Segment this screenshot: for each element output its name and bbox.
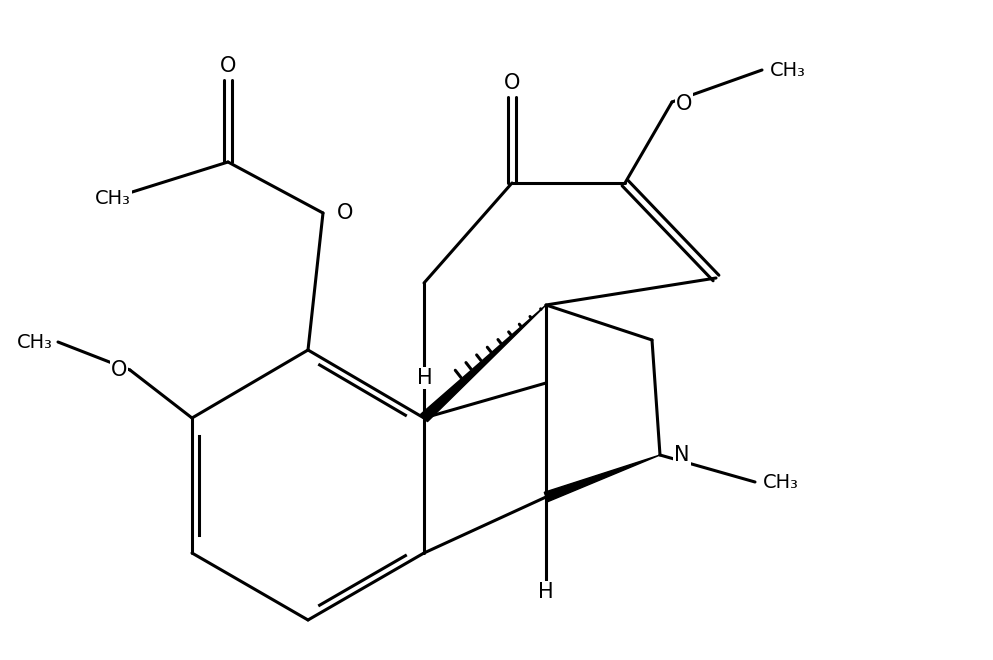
Text: O: O (676, 94, 692, 114)
Text: CH₃: CH₃ (95, 189, 131, 207)
Polygon shape (421, 305, 546, 422)
Text: H: H (538, 582, 554, 602)
Text: CH₃: CH₃ (770, 61, 806, 79)
Text: N: N (674, 445, 689, 465)
Text: H: H (417, 368, 433, 388)
Text: CH₃: CH₃ (17, 333, 53, 352)
Polygon shape (544, 455, 660, 502)
Text: O: O (337, 203, 354, 223)
Text: O: O (503, 73, 520, 93)
Text: O: O (219, 56, 236, 76)
Text: CH₃: CH₃ (763, 473, 799, 492)
Text: O: O (110, 360, 127, 380)
